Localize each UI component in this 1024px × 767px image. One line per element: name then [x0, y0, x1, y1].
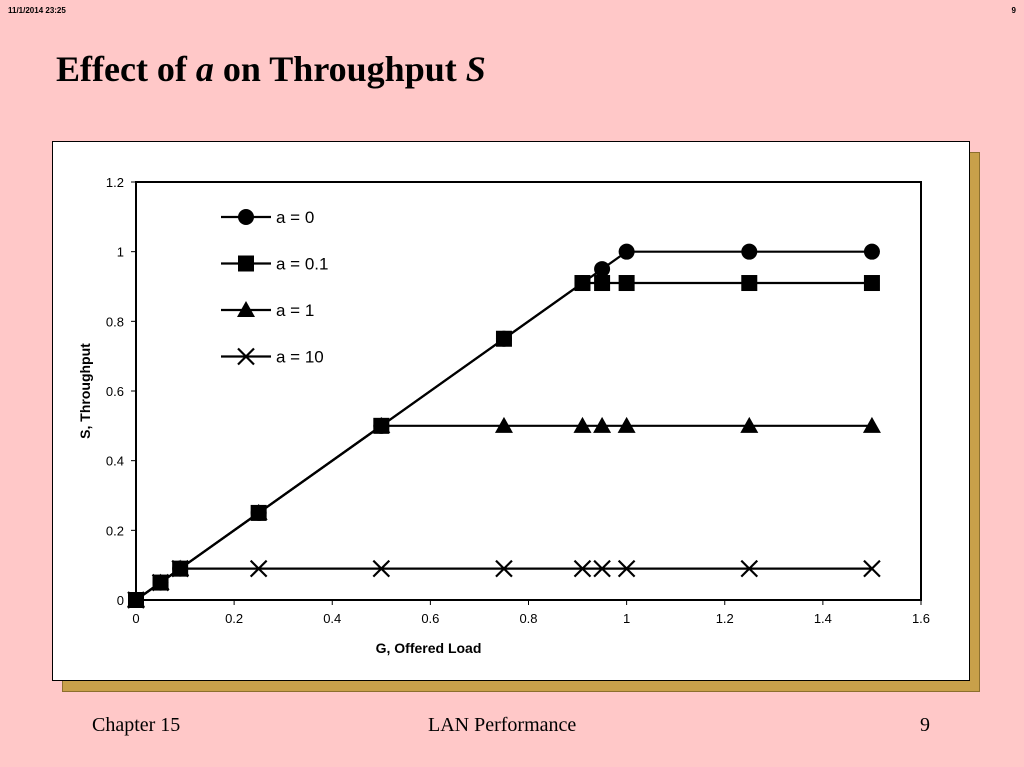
- series-line: [135, 281, 872, 601]
- series-line: [135, 424, 872, 601]
- y-tick-label: 0.8: [106, 314, 124, 329]
- data-point: [573, 559, 592, 578]
- data-point: [863, 275, 880, 292]
- legend-label: a = 10: [276, 348, 324, 367]
- data-point: [862, 416, 881, 433]
- y-tick-label: 1: [117, 245, 124, 260]
- footer-topic: LAN Performance: [428, 714, 577, 736]
- data-point: [618, 243, 635, 260]
- x-tick-label: 1: [623, 611, 630, 626]
- legend-marker: [238, 255, 254, 272]
- data-point: [593, 416, 612, 433]
- data-point: [152, 574, 169, 591]
- data-point: [741, 243, 758, 260]
- data-point: [740, 416, 759, 433]
- data-point: [495, 330, 512, 347]
- title-prefix: Effect of: [56, 49, 196, 89]
- data-point: [574, 275, 591, 292]
- legend-marker: [238, 209, 254, 225]
- legend-label: a = 1: [276, 301, 314, 320]
- y-tick-label: 0.6: [106, 384, 124, 399]
- data-point: [573, 416, 592, 433]
- y-tick-label: 0.2: [106, 523, 124, 538]
- y-tick-label: 1.2: [106, 175, 124, 190]
- title-variable-s: S: [465, 49, 486, 89]
- plot-area: [135, 181, 922, 601]
- footer-chapter: Chapter 15: [92, 714, 181, 736]
- data-point: [740, 559, 759, 578]
- x-tick-label: 0.4: [323, 611, 341, 626]
- data-point: [594, 275, 611, 292]
- x-tick-label: 0.2: [225, 611, 243, 626]
- throughput-chart: 0 0.2 0.4 0.6 0.8 1 1.2 1.4 1.6 0 0.2 0.4 0.6 0.8 1 1.2…: [77, 175, 930, 656]
- legend-label: a = 0.1: [276, 255, 328, 274]
- y-tick-label: 0.4: [106, 454, 124, 469]
- data-point: [593, 559, 611, 578]
- data-point: [494, 416, 513, 433]
- x-tick-label: 1.4: [814, 611, 832, 626]
- y-axis-label: S, Throughput: [77, 343, 93, 439]
- legend-marker: [237, 347, 255, 366]
- slide-title: Effect of a on Throughput S: [56, 48, 486, 90]
- x-tick-label: 0.8: [519, 611, 537, 626]
- data-point: [373, 417, 390, 434]
- data-point: [617, 559, 636, 578]
- x-tick-label: 1.2: [716, 611, 734, 626]
- title-middle: on Throughput: [213, 49, 466, 89]
- data-point: [250, 504, 267, 521]
- legend-label: a = 0: [276, 208, 314, 227]
- header-date: 11/1/2014 23:25: [8, 6, 66, 15]
- footer-page-number: 9: [920, 714, 930, 736]
- data-point: [128, 592, 144, 608]
- header-page-number: 9: [1011, 6, 1016, 15]
- x-tick-label: 0: [132, 611, 139, 626]
- data-point: [617, 416, 636, 433]
- title-variable-a: a: [195, 49, 214, 89]
- data-point: [249, 559, 268, 578]
- y-tick-label: 0: [117, 593, 124, 608]
- data-point: [863, 559, 881, 578]
- data-point: [594, 261, 611, 278]
- x-tick-label: 1.6: [912, 611, 930, 626]
- data-point: [741, 275, 758, 292]
- chart-frame: 0 0.2 0.4 0.6 0.8 1 1.2 1.4 1.6 0 0.2 0.4 0.6 0.8 1 1.2…: [52, 141, 970, 681]
- data-point: [172, 560, 189, 577]
- legend-marker: [237, 301, 255, 317]
- x-axis-label: G, Offered Load: [376, 640, 482, 656]
- series-line: [135, 567, 872, 601]
- data-point: [618, 275, 635, 292]
- data-point: [495, 559, 513, 578]
- data-point: [372, 559, 391, 578]
- x-tick-label: 0.6: [421, 611, 439, 626]
- data-point: [863, 243, 880, 260]
